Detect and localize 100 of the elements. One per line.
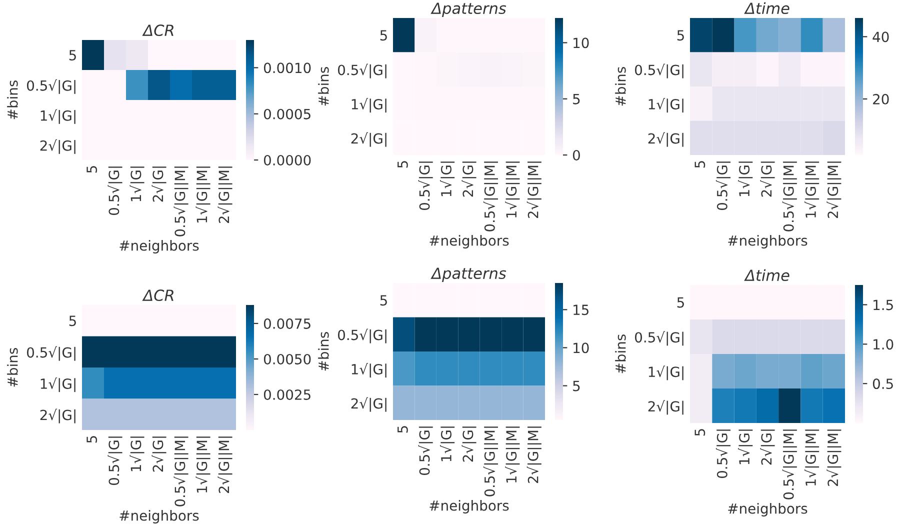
y-tick-label: 2√|G| [351, 132, 386, 147]
x-tick-label: 2√|G||M| [218, 436, 232, 493]
x-tick-label: 2√|G| [462, 426, 476, 462]
y-tick-label: 5 [69, 50, 76, 60]
chart-title: ΔCR [142, 289, 174, 302]
x-tick-label: 2√|G||M| [526, 162, 542, 218]
x-tick-label: 0.5√|G| [716, 430, 730, 478]
x-tick-label: 5 [86, 436, 98, 443]
y-tick-label: 5 [69, 316, 76, 326]
color-bar-label: 5 [573, 380, 580, 392]
x-tick-label: 0.5√|G| [418, 162, 433, 210]
x-tick-label: 2√|G| [462, 162, 476, 197]
color-bar-label: 10 [574, 38, 589, 48]
color-bar-label: 0.0025 [264, 389, 310, 400]
x-tick-label: 2√|G||M| [218, 166, 232, 223]
color-bar-label: 5 [573, 94, 580, 104]
x-tick-label: 1√|G| [738, 162, 753, 196]
y-tick-label: 1√|G| [352, 98, 386, 113]
y-tick-label: 5 [677, 30, 684, 41]
x-tick-label: 0.5√|G||M| [782, 162, 797, 232]
x-axis-title: #neighbors [430, 235, 509, 248]
x-tick-label: 1√|G| [130, 436, 144, 472]
y-tick-label: 2√|G| [648, 400, 684, 415]
color-bar-label: 15 [574, 304, 588, 316]
y-axis-title: #bins [7, 80, 18, 120]
x-tick-label: 0.5√|G| [108, 166, 122, 215]
x-tick-label: 5 [398, 426, 408, 433]
x-tick-label: 1√|G| [440, 162, 455, 196]
color-bar-label: 1.5 [874, 300, 893, 310]
chart-title: Δpatterns [430, 268, 506, 282]
color-bar-label: 40 [872, 32, 889, 42]
x-tick-label: 1√|G| [440, 426, 455, 462]
y-axis-title: #bins [615, 67, 626, 106]
y-axis-title: #bins [318, 67, 329, 106]
y-axis-title: #bins [7, 348, 18, 387]
color-bar-label: 1.0 [874, 339, 894, 350]
y-tick-label: 2√|G| [40, 408, 76, 424]
y-tick-label: 0.5√|G| [27, 346, 76, 361]
color-bar-label: 0 [572, 150, 580, 160]
color-bar-label: 0.5 [872, 378, 893, 390]
x-tick-label: 1√|G| [738, 430, 753, 464]
x-axis-title: #neighbors [120, 240, 199, 254]
y-tick-label: 2√|G| [648, 132, 684, 147]
y-tick-label: 5 [380, 295, 387, 306]
x-tick-label: 0.5√|G||M| [483, 162, 498, 232]
color-bar-label: 0.0000 [264, 154, 311, 166]
y-tick-label: 2√|G| [351, 397, 386, 412]
x-axis-title: #neighbors [728, 503, 808, 516]
x-tick-label: 0.5√|G||M| [483, 426, 498, 496]
x-tick-label: 0.5√|G||M| [174, 436, 188, 506]
x-tick-label: 5 [398, 161, 408, 168]
color-bar-label: 0.0050 [264, 354, 311, 364]
y-tick-label: 0.5√|G| [338, 64, 386, 78]
y-tick-label: 1√|G| [352, 362, 386, 378]
x-tick-label: 0.5√|G||M| [174, 166, 188, 236]
x-axis-title: #neighbors [728, 235, 808, 248]
x-tick-label: 5 [694, 429, 706, 436]
y-tick-label: 5 [380, 30, 387, 41]
y-tick-label: 1√|G| [40, 109, 76, 124]
x-tick-label: 2√|G| [760, 162, 775, 197]
y-tick-label: 0.5√|G| [635, 331, 684, 346]
x-tick-label: 2√|G||M| [526, 426, 542, 483]
x-tick-label: 2√|G||M| [826, 162, 842, 218]
x-tick-label: 0.5√|G| [418, 426, 433, 475]
x-tick-label: 1√|G||M| [804, 430, 820, 486]
chart-title: Δtime [744, 2, 790, 14]
x-tick-label: 2√|G||M| [826, 430, 842, 486]
x-tick-label: 2√|G| [152, 166, 166, 202]
x-tick-label: 1√|G| [130, 166, 144, 202]
x-tick-label: 2√|G| [760, 430, 775, 465]
x-tick-label: 1√|G||M| [196, 436, 210, 492]
y-tick-label: 0.5√|G| [338, 328, 386, 344]
x-tick-label: 1√|G||M| [196, 166, 210, 222]
x-tick-label: 5 [86, 166, 98, 173]
color-bar-label: 10 [574, 342, 589, 354]
y-axis-title: #bins [615, 334, 626, 374]
x-tick-label: 1√|G||M| [505, 426, 520, 482]
y-tick-label: 0.5√|G| [27, 79, 76, 94]
y-tick-label: 0.5√|G| [635, 64, 684, 78]
y-tick-label: 1√|G| [40, 377, 76, 392]
x-tick-label: 0.5√|G||M| [782, 430, 797, 500]
y-tick-label: 1√|G| [648, 98, 684, 113]
chart-title: ΔCR [142, 24, 174, 36]
x-tick-label: 2√|G| [152, 436, 166, 472]
x-tick-label: 1√|G||M| [505, 162, 520, 218]
x-tick-label: 5 [694, 161, 706, 168]
x-tick-label: 0.5√|G| [108, 436, 122, 485]
chart-title: Δpatterns [430, 2, 506, 18]
x-tick-label: 0.5√|G| [716, 162, 730, 210]
y-tick-label: 2√|G| [40, 139, 76, 154]
x-tick-label: 1√|G||M| [804, 162, 820, 218]
color-bar-label: 0.0005 [264, 108, 310, 120]
y-tick-label: 1√|G| [648, 366, 684, 380]
x-axis-title: #neighbors [430, 500, 509, 514]
color-bar-label: 0.0010 [264, 62, 311, 74]
y-tick-label: 5 [677, 297, 684, 308]
x-axis-title: #neighbors [120, 510, 199, 524]
chart-title: Δtime [744, 269, 790, 282]
color-bar-label: 20 [873, 94, 889, 104]
color-bar-label: 0.0075 [264, 318, 310, 329]
